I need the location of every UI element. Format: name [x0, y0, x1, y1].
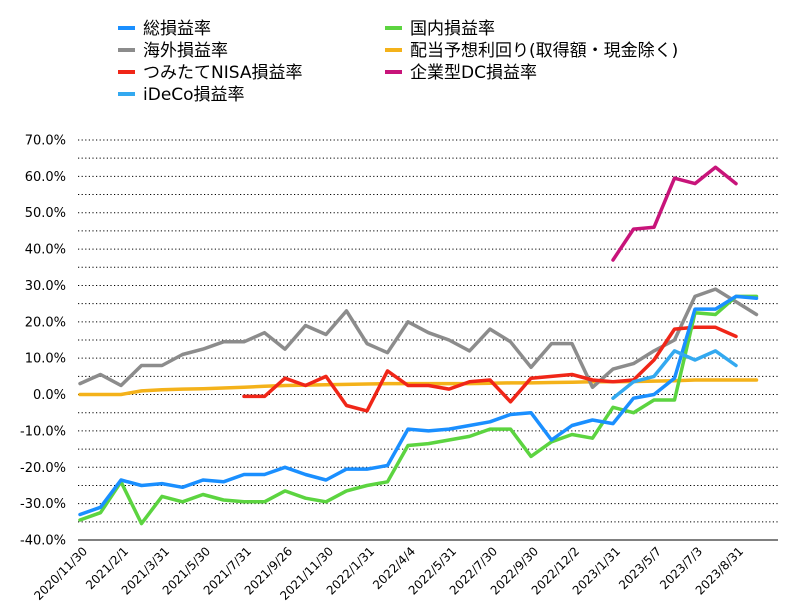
series-line — [611, 349, 738, 400]
y-tick-label: 30.0% — [25, 279, 66, 294]
legend-label: つみたてNISA損益率 — [143, 63, 302, 83]
series-lines — [78, 165, 759, 526]
y-tick-label: 40.0% — [25, 243, 66, 258]
y-axis-ticks: -40.0% -30.0% -20.0% -10.0% 0.0% 10.0% 20.0% 30… — [20, 134, 66, 549]
legend-label: 国内損益率 — [410, 19, 495, 39]
legend-label: 総損益率 — [143, 19, 211, 39]
y-tick-label: -40.0% — [20, 534, 66, 549]
series-line — [78, 294, 759, 526]
y-tick-label: 10.0% — [25, 352, 66, 367]
y-tick-label: 50.0% — [25, 206, 66, 221]
series-line — [78, 287, 759, 390]
y-tick-label: 0.0% — [33, 388, 66, 403]
legend-label: 企業型DC損益率 — [410, 63, 537, 83]
y-tick-label: 60.0% — [25, 170, 66, 185]
legend-label: iDeCo損益率 — [143, 85, 245, 105]
x-axis-ticks: 2020/11/302021/2/12021/3/312021/5/302021… — [31, 544, 746, 603]
legend-label: 配当予想利回り(取得額・現金除く) — [410, 41, 678, 61]
series-line — [242, 325, 738, 413]
series-line — [78, 378, 759, 397]
x-tick-label: 2020/11/30 — [31, 544, 90, 603]
y-tick-label: 70.0% — [25, 134, 66, 149]
y-tick-label: -10.0% — [20, 424, 66, 439]
series-line — [78, 294, 759, 517]
y-tick-label: -30.0% — [20, 497, 66, 512]
series-line — [611, 165, 738, 262]
legend-label: 海外損益率 — [143, 41, 228, 61]
x-tick-label: 2023/5/7 — [616, 544, 664, 592]
y-tick-label: 20.0% — [25, 315, 66, 330]
y-tick-label: -20.0% — [20, 461, 66, 476]
grid-lines — [78, 139, 778, 541]
